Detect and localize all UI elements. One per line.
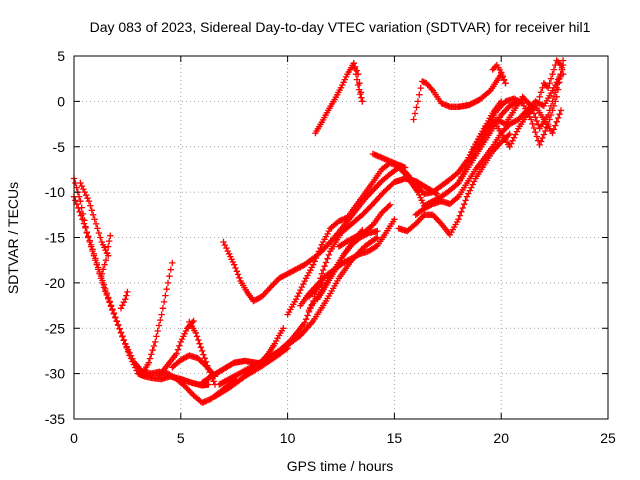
series-10-markers	[199, 357, 266, 386]
y-tick-label: -25	[45, 320, 65, 336]
series-24-markers	[369, 150, 409, 171]
y-tick-label: -30	[45, 366, 65, 382]
series-5-markers	[117, 288, 131, 312]
x-tick-label: 5	[177, 430, 185, 446]
y-tick-label: 0	[57, 93, 65, 109]
data-series-23	[350, 60, 366, 105]
series-30-markers	[489, 61, 509, 87]
y-tick-label: -10	[45, 184, 65, 200]
data-series-19	[314, 227, 366, 303]
data-series-33	[476, 61, 567, 150]
y-tick-label: -5	[53, 139, 66, 155]
series-26-markers	[395, 130, 513, 238]
data-series-25	[395, 164, 428, 209]
x-tick-label: 15	[387, 430, 403, 446]
data-series-34	[536, 57, 567, 100]
data-series-10	[199, 357, 266, 386]
data-series-22	[312, 60, 366, 137]
x-tick-label: 25	[600, 430, 616, 446]
x-tick-label: 0	[70, 430, 78, 446]
series-25-markers	[395, 164, 428, 209]
data-series-layer	[70, 57, 567, 406]
data-series-6	[139, 259, 176, 377]
x-tick-label: 10	[280, 430, 296, 446]
series-9-markers	[169, 352, 219, 380]
data-series-24	[369, 150, 409, 171]
series-3-markers	[77, 179, 112, 259]
series-33-markers	[476, 61, 567, 150]
series-6-markers	[139, 259, 176, 377]
series-23-markers	[350, 60, 366, 105]
data-series-3	[77, 179, 112, 259]
data-series-4	[98, 232, 114, 277]
series-34-markers	[536, 57, 567, 100]
y-axis-ticks: 5 0 -5 -10 -15 -20 -25 -30 -35	[45, 48, 608, 427]
y-tick-label: -20	[45, 275, 65, 291]
data-series-29	[410, 71, 509, 123]
y-tick-label: -15	[45, 230, 65, 246]
x-tick-label: 20	[493, 430, 509, 446]
series-29-markers	[410, 71, 509, 123]
data-series-9	[169, 352, 219, 380]
y-tick-label: 5	[57, 48, 65, 64]
series-4-markers	[98, 232, 114, 277]
chart-title: Day 083 of 2023, Sidereal Day-to-day VTE…	[90, 19, 591, 35]
x-axis-label: GPS time / hours	[287, 458, 394, 474]
y-tick-label: -35	[45, 411, 65, 427]
data-series-5	[117, 288, 131, 312]
y-axis-label: SDTVAR / TECUs	[5, 182, 21, 294]
series-22-markers	[312, 60, 366, 137]
data-series-20	[305, 279, 325, 300]
data-series-30	[489, 61, 509, 87]
series-20-markers	[305, 279, 325, 300]
data-series-26	[395, 130, 513, 238]
data-series-21	[220, 164, 402, 305]
series-19-markers	[314, 227, 366, 303]
series-21-markers	[220, 164, 402, 305]
x-axis-ticks: 0 5 10 15 20 25	[70, 56, 616, 446]
